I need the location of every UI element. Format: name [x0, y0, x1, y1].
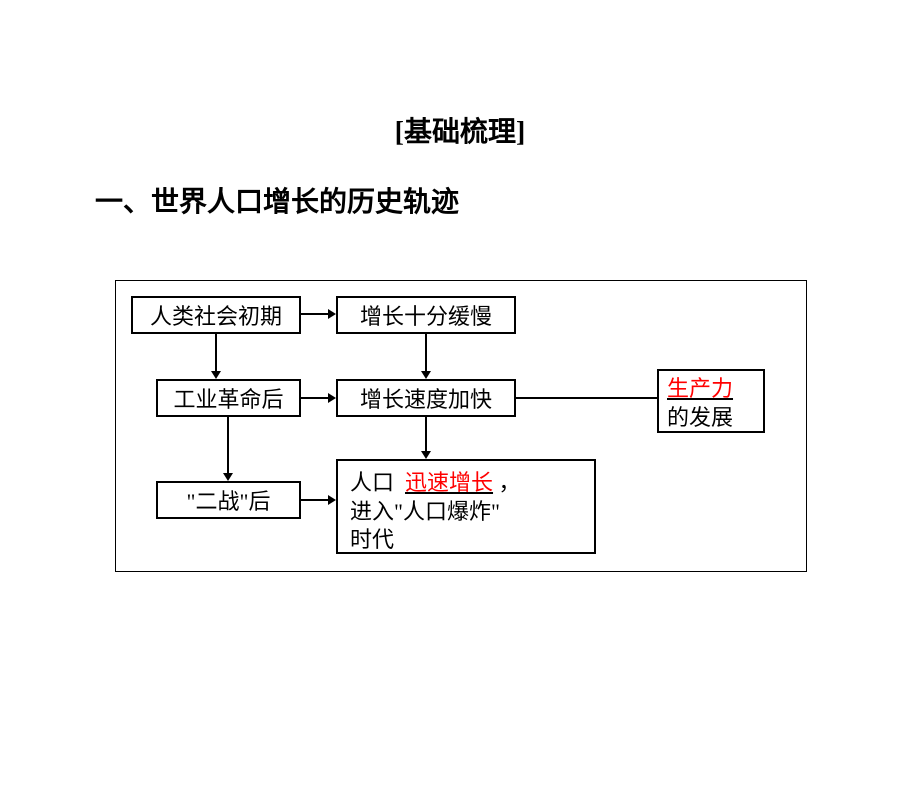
node-post-ww2: "二战"后 — [156, 481, 301, 519]
page-title: [基础梳理] — [0, 110, 920, 150]
node-g-line2: 的发展 — [667, 405, 733, 430]
node-accelerated: 增长速度加快 — [336, 379, 516, 417]
node-f-line2: 进入"人口爆炸" — [350, 499, 500, 524]
arrow-a-c — [209, 334, 223, 379]
arrow-c-e — [221, 417, 235, 481]
arrow-b-d — [419, 334, 433, 379]
node-f-blank: 迅速增长 — [405, 470, 493, 495]
node-f-line3: 时代 — [350, 527, 394, 552]
node-g-line1: 生产力 — [667, 376, 733, 401]
arrow-e-f — [301, 493, 336, 507]
arrow-c-d — [301, 391, 336, 405]
node-early-society: 人类社会初期 — [131, 296, 301, 334]
connector-d-g — [516, 394, 657, 402]
node-f-line1-suffix: ， — [499, 470, 521, 495]
arrow-d-f — [419, 417, 433, 459]
flowchart: 人类社会初期 增长十分缓慢 工业革命后 增长速度加快 "二战"后 人口 迅速增长… — [115, 280, 807, 572]
node-f-line1-prefix: 人口 — [350, 470, 394, 495]
node-explosion: 人口 迅速增长 ， 进入"人口爆炸" 时代 — [336, 459, 596, 554]
node-slow-growth: 增长十分缓慢 — [336, 296, 516, 334]
node-productivity: 生产力 的发展 — [657, 369, 765, 433]
arrow-a-b — [301, 307, 336, 321]
section-heading: 一、世界人口增长的历史轨迹 — [95, 180, 920, 220]
node-industrial-rev: 工业革命后 — [156, 379, 301, 417]
